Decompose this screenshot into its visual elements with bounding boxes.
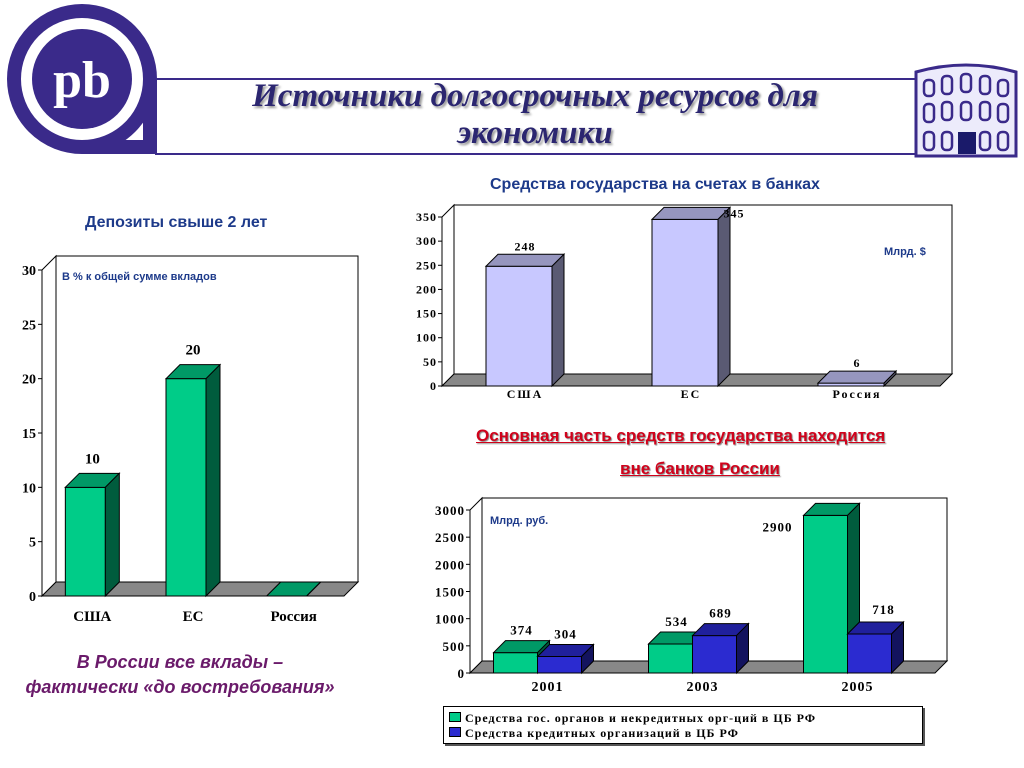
- chart2-gov-funds: 0 50 100 150 200 250 300 350 США 248 ЕС 345 Россия 6 М…: [416, 203, 954, 401]
- chart2-ytick-label: 300: [416, 234, 437, 248]
- chart3-legend: Средства гос. органов и некредитных орг-…: [443, 706, 923, 744]
- russia-note-line2: фактически «до востребования»: [25, 677, 335, 697]
- chart1-bar: [64, 472, 121, 598]
- chart2-data-label: 6: [854, 356, 861, 370]
- chart2-ytick-label: 150: [416, 307, 437, 321]
- page-title: Источники долгосрочных ресурсов для экон…: [180, 78, 890, 152]
- chart1-annotation: В % к общей сумме вкладов: [62, 271, 217, 283]
- chart3-xtick-label: 2005: [842, 680, 874, 695]
- bank-building-icon: [914, 63, 1018, 158]
- chart1-bar: [164, 363, 222, 598]
- legend-label-credit: Средства кредитных организаций в ЦБ РФ: [465, 726, 739, 740]
- chart1-ytick-label: 15: [22, 427, 36, 442]
- chart2-xtick-label: США: [507, 387, 544, 401]
- chart3-annotation: Млрд. руб.: [490, 515, 548, 527]
- pb-logo-icon: pb: [7, 4, 157, 154]
- chart1-data-label: 20: [186, 343, 201, 359]
- russia-note: В России все вклады – фактически «до вос…: [0, 650, 360, 700]
- chart3-data-label: 374: [510, 623, 533, 638]
- chart3-data-label: 304: [554, 626, 577, 641]
- chart1-xtick-label: ЕС: [183, 609, 204, 625]
- chart3-ytick-label: 3000: [435, 503, 465, 518]
- chart1-xtick-label: Россия: [270, 609, 316, 625]
- legend-item-credit: Средства кредитных организаций в ЦБ РФ: [449, 726, 739, 741]
- chart1-ytick-label: 0: [29, 590, 36, 605]
- legend-item-gov: Средства гос. органов и некредитных орг-…: [449, 711, 816, 726]
- chart2-xtick-label: Россия: [832, 387, 881, 401]
- page-title-line2: экономики: [457, 115, 613, 151]
- chart2-annotation: Млрд. $: [884, 246, 926, 258]
- chart2-ytick-label: 200: [416, 282, 437, 296]
- chart2-ytick-label: 50: [423, 355, 437, 369]
- chart3-xtick-label: 2003: [687, 680, 719, 695]
- chart1-data-label: 10: [85, 451, 100, 467]
- chart1-bar: [265, 581, 322, 597]
- chart3-bar-credit: [536, 643, 595, 675]
- chart3-bar-credit: [691, 622, 750, 675]
- chart2-ytick-label: 0: [430, 379, 437, 393]
- chart1-ytick-label: 30: [22, 264, 36, 279]
- chart2-xtick-label: ЕС: [681, 387, 702, 401]
- chart3-ytick-label: 2000: [435, 557, 465, 572]
- legend-label-gov: Средства гос. органов и некредитных орг-…: [465, 711, 817, 725]
- chart1-ytick-label: 10: [22, 481, 36, 496]
- chart3-cb-funds: 0 500 1000 1500 2000 2500 3000 374 304 2001 534 689…: [435, 496, 949, 695]
- chart3-ytick-label: 500: [443, 639, 466, 654]
- chart2-ytick-label: 100: [416, 331, 437, 345]
- chart3-ytick-label: 1500: [435, 585, 465, 600]
- legend-swatch-green: [449, 712, 461, 722]
- chart1-ytick-label: 5: [29, 536, 36, 551]
- chart1-ytick-label: 20: [22, 373, 36, 388]
- chart3-data-label: 689: [709, 606, 732, 621]
- legend-swatch-blue: [449, 727, 461, 737]
- chart1-deposits: 0 5 10 15 20 25 30 США 10 ЕС 20 Россия В % к общей с…: [22, 254, 360, 625]
- svg-text:pb: pb: [53, 52, 111, 109]
- chart3-data-label: 2900: [763, 519, 793, 534]
- chart2-bar: [650, 206, 732, 388]
- chart3-data-label: 534: [665, 614, 688, 629]
- header-band: [155, 78, 917, 155]
- chart1-title: Депозиты свыше 2 лет: [85, 214, 268, 231]
- page-title-line1: Источники долгосрочных ресурсов для: [252, 78, 818, 114]
- chart2-side-wall: [441, 203, 455, 388]
- chart3-data-label: 718: [872, 602, 895, 617]
- chart1-side-wall: [41, 254, 57, 598]
- chart3-ytick-label: 0: [458, 666, 466, 681]
- russia-note-line1: В России все вклады –: [76, 652, 284, 672]
- chart3-ytick-label: 2500: [435, 530, 465, 545]
- chart2-bar: [816, 369, 898, 388]
- chart1-xtick-label: США: [73, 609, 111, 625]
- chart2-ytick-label: 250: [416, 258, 437, 272]
- chart2-ytick-label: 350: [416, 210, 437, 224]
- chart2-data-label: 345: [724, 206, 745, 220]
- chart3-bar-credit: [846, 620, 905, 675]
- chart2-bar: [484, 253, 566, 388]
- chart3-side-wall: [469, 496, 483, 675]
- chart1-ytick-label: 25: [22, 318, 36, 333]
- chart2-data-label: 248: [515, 239, 536, 253]
- red-note-line1: Основная часть средств государства наход…: [476, 426, 886, 445]
- chart2-title: Средства государства на счетах в банках: [490, 176, 820, 193]
- chart3-ytick-label: 1000: [435, 612, 465, 627]
- red-note-line2: вне банков России: [620, 459, 780, 478]
- chart3-xtick-label: 2001: [532, 680, 564, 695]
